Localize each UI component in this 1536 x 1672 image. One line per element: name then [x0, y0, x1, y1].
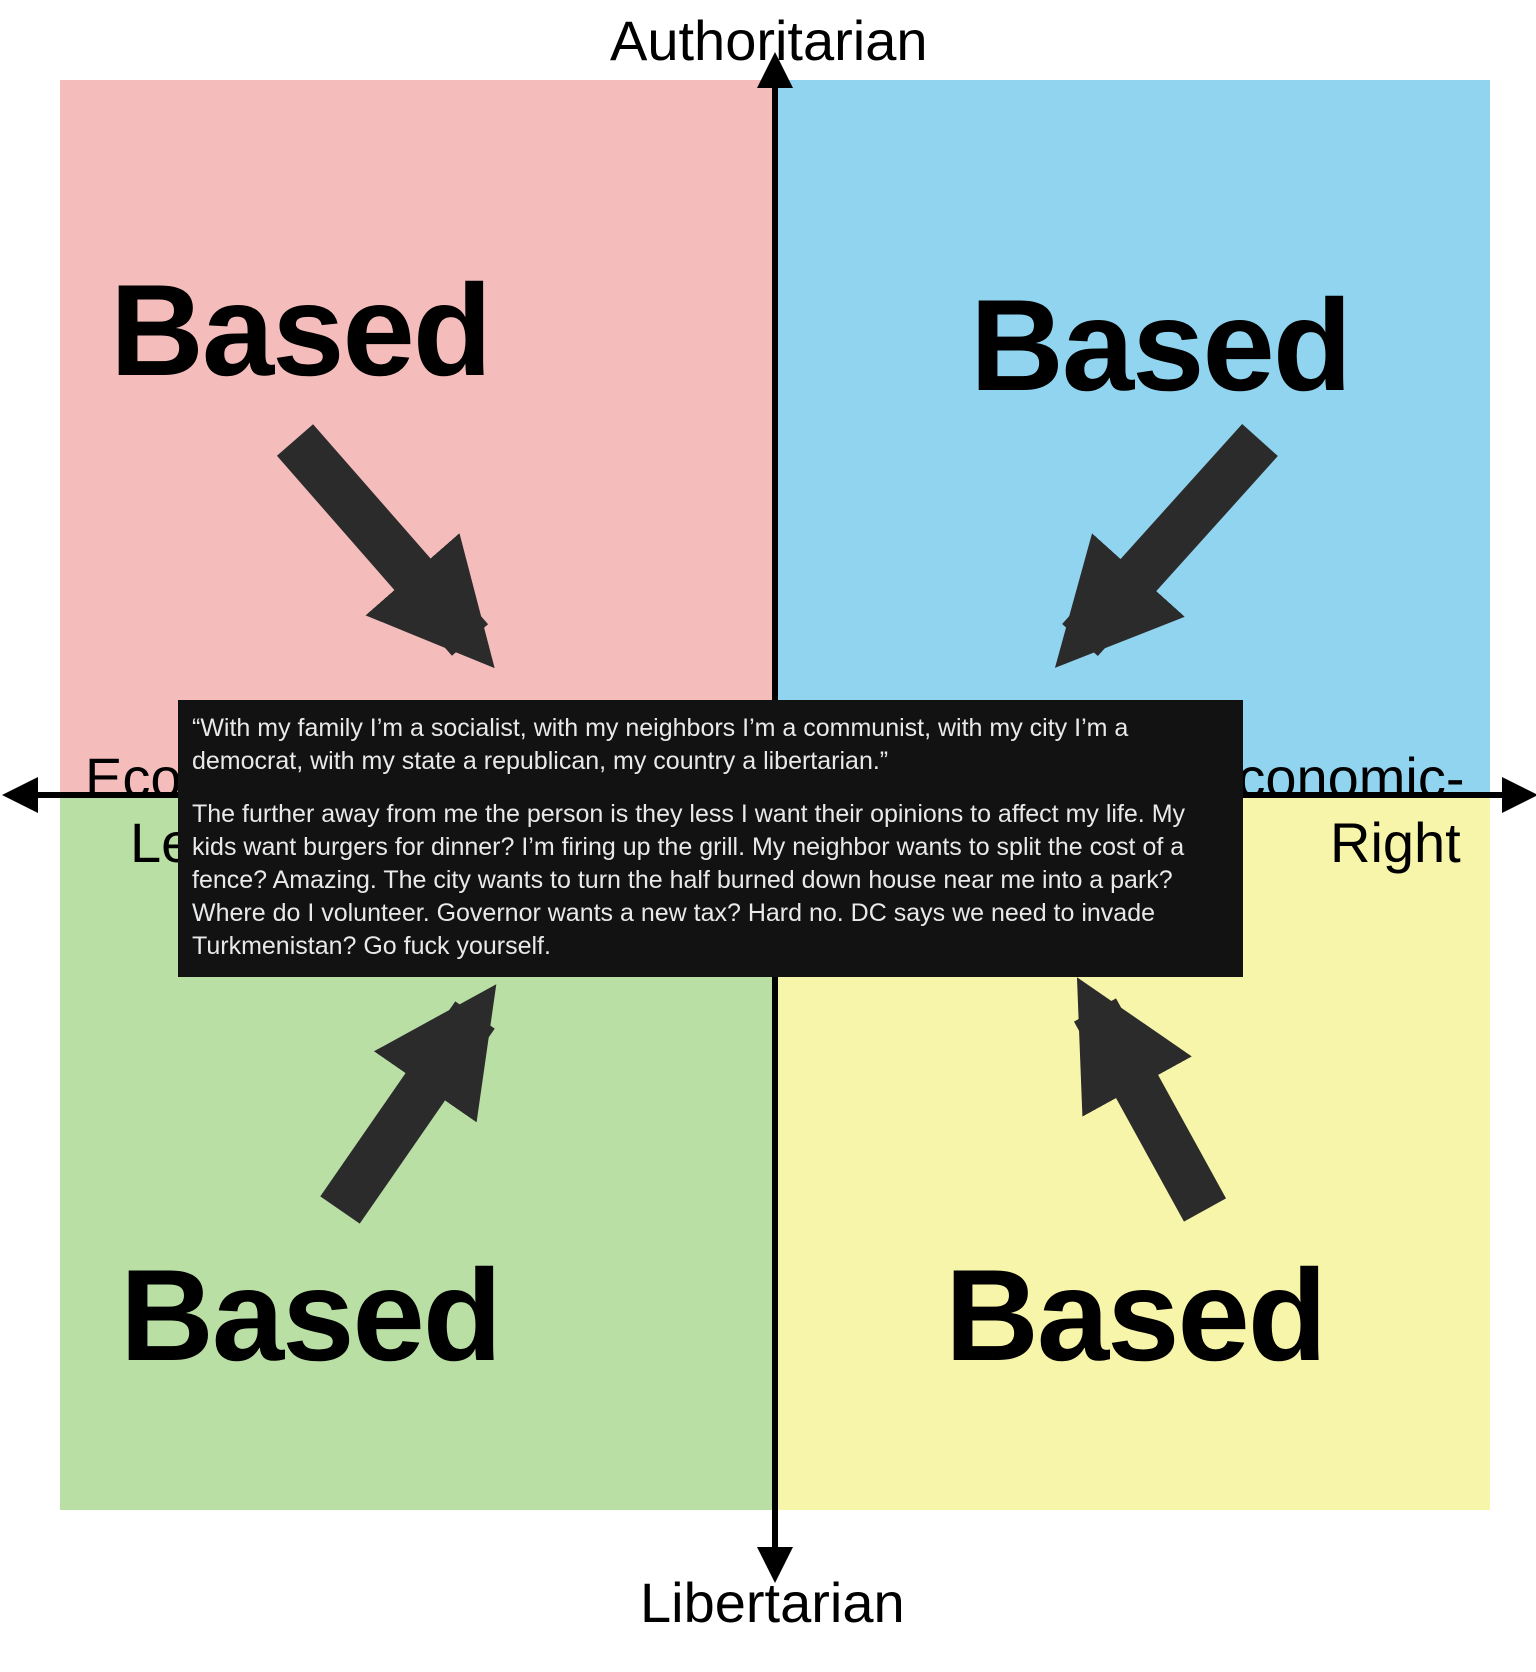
arrow-auth-right-icon [1080, 440, 1260, 640]
quote-overlay: “With my family I’m a socialist, with my… [178, 700, 1243, 977]
political-compass-diagram: Economic- Left Economic- Right Authorita… [0, 0, 1536, 1672]
quote-paragraph-1: “With my family I’m a socialist, with my… [192, 712, 1229, 778]
quote-paragraph-2: The further away from me the person is t… [192, 798, 1229, 963]
arrow-auth-left-icon [295, 440, 470, 640]
arrow-lib-left-icon [340, 1015, 475, 1210]
arrow-lib-right-icon [1095, 1010, 1205, 1210]
